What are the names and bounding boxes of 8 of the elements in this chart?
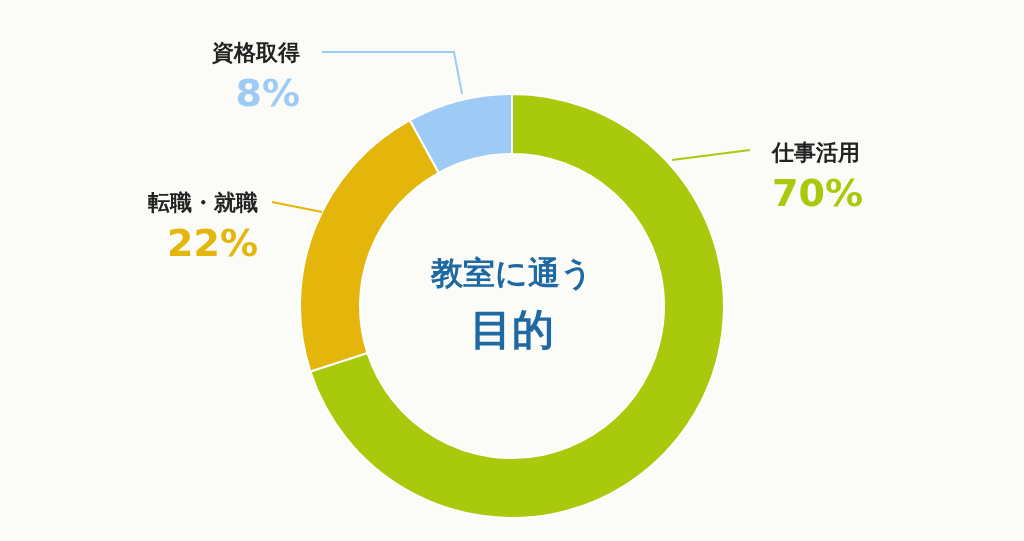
text: 教室に通う <box>430 254 593 292</box>
text: 目的 <box>470 305 554 354</box>
slice-label: 転職・就職 <box>148 190 258 215</box>
slice-label: 仕事活用 <box>771 140 860 165</box>
slice-label: 資格取得 <box>211 40 300 65</box>
data-label: 8% <box>235 71 300 115</box>
data-label: 22% <box>167 221 258 265</box>
data-label: 70% <box>772 171 863 215</box>
